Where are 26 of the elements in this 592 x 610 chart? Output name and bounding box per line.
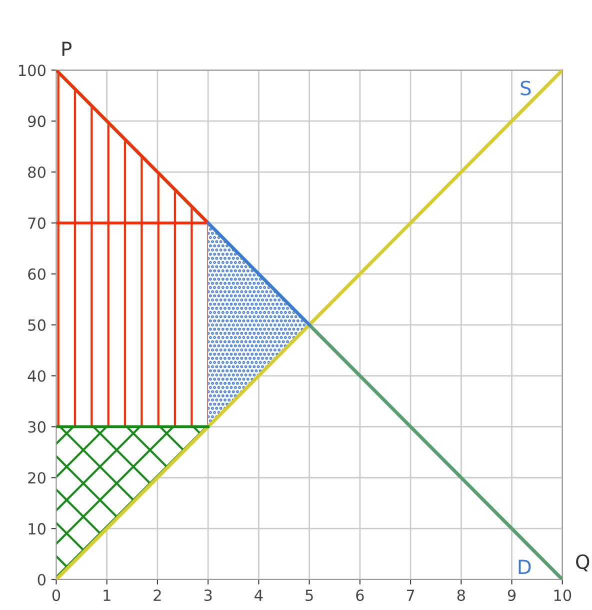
- x-tick-label: 7: [406, 590, 414, 601]
- x-axis-title: Q: [576, 554, 590, 572]
- y-tick-label: 30: [28, 421, 46, 433]
- x-tick-label: 9: [508, 589, 516, 602]
- y-tick-label: 40: [28, 370, 46, 382]
- y-tick-label: 70: [28, 217, 46, 229]
- x-tick-label: 0: [52, 589, 60, 602]
- y-tick-label: 0: [38, 574, 46, 586]
- series-label: S: [520, 80, 531, 96]
- y-tick-label: 90: [28, 116, 46, 128]
- y-tick-label: 20: [28, 472, 46, 484]
- y-axis-title: P: [62, 42, 72, 56]
- series-label: D: [518, 560, 531, 574]
- x-tick-label: 8: [457, 589, 465, 602]
- x-tick-label: 10: [554, 589, 572, 602]
- y-tick-label: 60: [28, 268, 46, 280]
- y-tick-label: 80: [28, 166, 46, 178]
- x-tick-label: 6: [356, 589, 364, 602]
- x-tick-label: 2: [154, 589, 161, 601]
- x-tick-label: 1: [104, 590, 110, 601]
- y-tick-label: 10: [28, 523, 46, 535]
- y-tick-label: 50: [28, 319, 46, 331]
- y-tick-label: 100: [19, 64, 46, 76]
- x-tick-label: 3: [204, 589, 212, 602]
- x-tick-label: 5: [306, 590, 313, 602]
- x-tick-label: 4: [254, 590, 263, 601]
